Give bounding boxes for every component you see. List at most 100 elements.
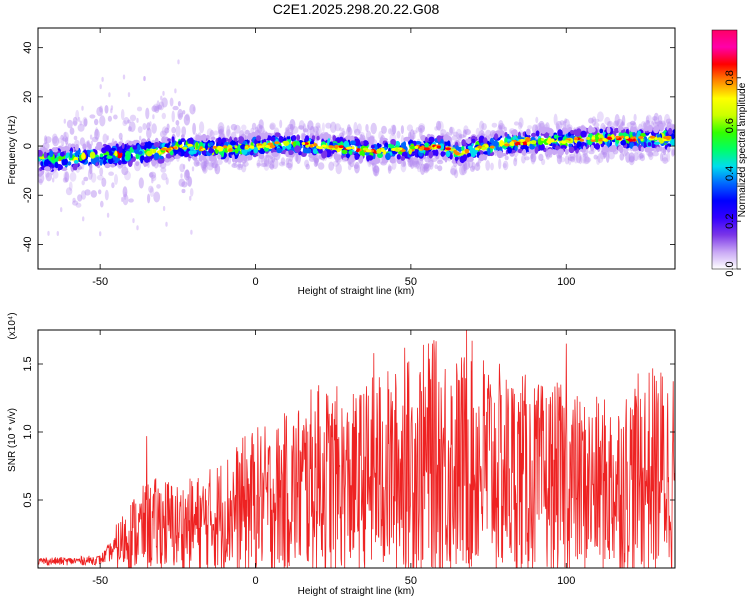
spectrogram-cell	[165, 147, 172, 151]
spectrogram-cell	[656, 146, 660, 153]
spectrogram-ytick-label: -40	[22, 236, 34, 252]
spectrogram-cell	[305, 144, 309, 148]
spectrogram-cell	[149, 171, 157, 179]
spectrogram-cell	[201, 149, 207, 155]
spectrogram-cell	[153, 142, 160, 148]
spectrogram-cell	[191, 166, 195, 172]
spectrogram-cell	[63, 132, 67, 137]
spectrogram-cell	[148, 172, 154, 178]
spectrogram-cell	[128, 121, 136, 133]
spectrogram-cell	[197, 136, 203, 140]
spectrogram-cell	[160, 167, 167, 173]
spectrogram-cell	[69, 150, 73, 159]
spectrogram-cell	[519, 139, 526, 142]
spectrogram-cell	[477, 145, 483, 149]
spectrogram-cell	[81, 152, 86, 160]
spectrogram-cell	[504, 137, 508, 144]
spectrogram-cell	[672, 129, 675, 134]
spectrogram-cell	[271, 156, 276, 163]
spectrogram-cell	[321, 122, 325, 132]
spectrogram-cell	[379, 139, 383, 145]
spectrogram-cell	[380, 149, 386, 153]
spectrogram-cell	[567, 153, 572, 166]
spectrogram-cell	[247, 132, 253, 140]
spectrogram-ticks: -50 0 50 100 -40 -20 0 20 40	[22, 28, 675, 288]
spectrogram-cell	[525, 128, 531, 136]
spectrogram-cell	[576, 141, 582, 148]
spectrogram-cell	[182, 146, 188, 150]
spectrogram-cell	[418, 124, 425, 133]
spectrogram-cell	[476, 161, 480, 167]
spectrogram-cell	[454, 156, 459, 162]
spectrogram-xlabel: Height of straight line (km)	[298, 286, 415, 297]
spectrogram-ytick-label: 0	[22, 143, 34, 149]
spectrogram-cell	[564, 148, 569, 155]
spectrogram-cell	[503, 126, 507, 132]
spectrogram-cell	[391, 124, 397, 135]
spectrogram-cell	[322, 150, 328, 158]
spectrogram-cell	[258, 119, 264, 130]
spectrogram-cell	[593, 154, 598, 160]
spectrogram-cell	[481, 146, 487, 150]
spectrogram-cell	[424, 162, 430, 169]
spectrogram-cell	[551, 149, 558, 154]
spectrogram-cell	[452, 131, 459, 137]
spectrogram-cell	[413, 157, 418, 162]
spectrogram-cell	[81, 180, 85, 186]
spectrogram-cell	[654, 137, 658, 140]
spectrogram-cell	[244, 145, 249, 149]
spectrogram-cell	[189, 195, 192, 201]
spectrogram-cell	[381, 125, 387, 134]
spectrogram-cell	[349, 154, 356, 162]
spectrogram-cell	[335, 163, 342, 175]
spectrogram-cell	[434, 164, 439, 169]
spectrogram-cell	[304, 148, 311, 154]
spectrogram-cell	[127, 126, 132, 132]
spectrogram-cell	[38, 149, 43, 157]
spectrogram-cell	[65, 187, 73, 196]
spectrogram-cell	[198, 150, 202, 156]
spectrogram-cell	[474, 162, 481, 171]
spectrogram-cell	[60, 134, 64, 140]
spectrogram-cell	[40, 161, 44, 167]
spectrogram-cell	[104, 105, 109, 114]
spectrogram-cell	[161, 147, 167, 151]
spectrogram-cell	[521, 154, 526, 164]
spectrogram-cell	[586, 137, 591, 140]
spectrogram-cell	[164, 136, 170, 144]
spectrogram-panel: -50 0 50 100 -40 -20 0 20 40 Height of straight …	[7, 27, 676, 297]
spectrogram-cell	[582, 153, 589, 158]
spectrogram-cell	[206, 161, 214, 171]
spectrogram-cell	[619, 145, 624, 154]
spectrogram-cell	[653, 125, 660, 134]
spectrogram-cell	[209, 155, 215, 162]
spectrogram-cell	[64, 154, 69, 159]
spectrogram-cell	[250, 145, 255, 149]
spectrogram-cell	[639, 152, 645, 159]
spectrogram-cell	[378, 130, 384, 141]
spectrogram-cell	[652, 121, 660, 127]
spectrogram-cell	[334, 123, 341, 132]
spectrogram-cell	[95, 162, 99, 167]
spectrogram-cell	[493, 139, 498, 146]
spectrogram-cell	[258, 145, 263, 149]
spectrogram-cell	[666, 151, 670, 163]
spectrogram-cell	[526, 142, 531, 145]
spectrogram-cell	[107, 115, 112, 122]
spectrogram-cell	[408, 148, 413, 155]
spectrogram-cell	[145, 107, 150, 120]
colorbar-tick-label: 0.2	[724, 214, 736, 229]
spectrogram-cell	[428, 157, 434, 168]
spectrogram-cell	[632, 138, 636, 142]
spectrogram-cell	[51, 133, 58, 144]
spectrogram-cell	[311, 135, 316, 140]
spectrogram-cell	[45, 172, 52, 182]
spectrogram-cell	[322, 132, 328, 141]
spectrogram-cell	[60, 146, 67, 152]
spectrogram-cell	[357, 123, 362, 134]
spectrogram-cell	[668, 127, 673, 136]
spectrogram-cell	[228, 148, 233, 152]
spectrogram-cell	[605, 151, 610, 163]
spectrogram-cell	[400, 155, 406, 161]
spectrogram-cell	[237, 136, 245, 144]
